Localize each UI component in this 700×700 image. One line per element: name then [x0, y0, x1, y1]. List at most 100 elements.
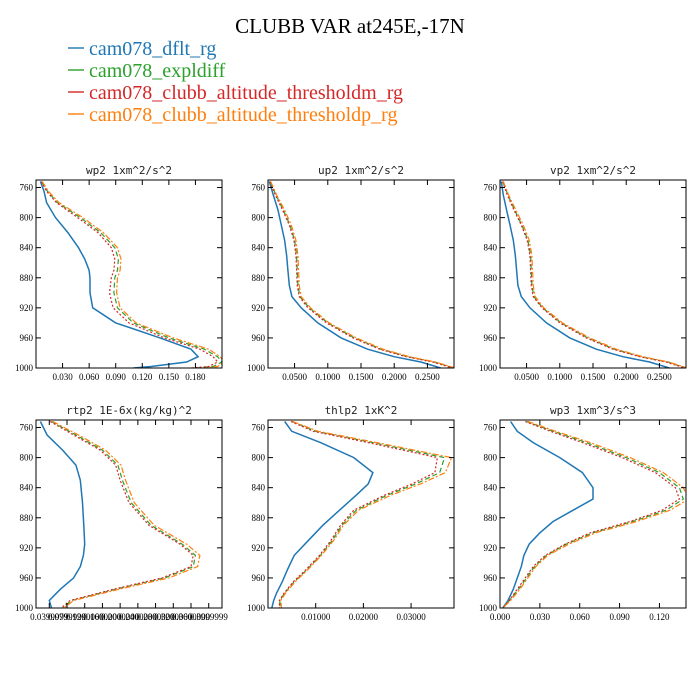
series-line	[279, 420, 446, 608]
x-tick-label: 0.150	[159, 372, 180, 382]
x-tick-label: 0.2000	[382, 372, 407, 382]
legend-label: cam078_clubb_altitude_thresholdp_rg	[89, 104, 397, 126]
y-tick-label: 840	[484, 243, 498, 253]
series-line	[500, 181, 670, 368]
x-tick-label: 0.060	[570, 612, 591, 622]
legend-label: cam078_dflt_rg	[89, 38, 216, 60]
series-group	[39, 181, 222, 368]
panel-title: vp2 1xm^2/s^2	[550, 164, 636, 177]
y-tick-label: 960	[484, 573, 498, 583]
x-tick-label: 0.030	[530, 612, 551, 622]
y-tick-label: 960	[252, 573, 266, 583]
x-tick-label: 0.120	[649, 612, 670, 622]
y-tick-label: 880	[20, 513, 34, 523]
series-line	[502, 420, 686, 608]
chart-panel: rtp2 1E-6x(kg/kg)^2 760 800 840 880 920 960 100…	[15, 404, 228, 622]
panel-title: wp3 1xm^3/s^3	[550, 404, 636, 417]
x-tick-label: 0.120	[132, 372, 153, 382]
legend-label: cam078_expldiff	[89, 60, 226, 82]
x-tick-label: 0.0799999	[48, 612, 87, 622]
x-tick-label: 0.2500	[415, 372, 440, 382]
x-tick-label: 0.2000000	[101, 612, 140, 622]
y-tick-label: 800	[20, 213, 34, 223]
x-tick-label: 0.3200000	[154, 612, 193, 622]
y-tick-label: 840	[484, 483, 498, 493]
x-tick-label: 0.0500	[514, 372, 539, 382]
x-tick-label: 0.000	[490, 612, 511, 622]
x-tick-label: 0.090	[106, 372, 127, 382]
y-tick-label: 760	[20, 183, 34, 193]
x-tick-label: 0.01000	[301, 612, 331, 622]
legend-item: cam078_dflt_rg	[68, 38, 216, 60]
y-tick-label: 840	[252, 483, 266, 493]
x-tick-label: 0.030	[52, 372, 73, 382]
series-line	[502, 181, 686, 368]
y-tick-label: 800	[252, 453, 266, 463]
series-line	[39, 421, 86, 608]
series-line	[49, 420, 194, 608]
y-tick-label: 760	[484, 183, 498, 193]
y-tick-label: 920	[484, 543, 498, 553]
plot-frame	[499, 419, 687, 609]
y-tick-label: 760	[252, 423, 266, 433]
series-line	[270, 181, 454, 368]
y-tick-label: 800	[484, 213, 498, 223]
y-tick-label: 840	[20, 243, 34, 253]
series-line	[51, 420, 197, 608]
legend-item: cam078_expldiff	[68, 60, 226, 82]
panel-title: wp2 1xm^2/s^2	[86, 164, 172, 177]
y-tick-label: 920	[252, 543, 266, 553]
plot-frame	[267, 419, 455, 609]
y-tick-label: 800	[484, 453, 498, 463]
legend: cam078_dflt_rg cam078_expldiff cam078_cl…	[68, 38, 403, 126]
series-line	[271, 421, 374, 608]
y-tick-label: 960	[252, 333, 266, 343]
y-tick-label: 880	[252, 513, 266, 523]
chart-panel: thlp2 1xK^2 760 800 840 880 920 960 1000 0.01000…	[247, 404, 455, 622]
legend-label: cam078_clubb_altitude_thresholdm_rg	[89, 82, 403, 104]
y-tick-label: 960	[484, 333, 498, 343]
x-tick-label: 0.2400000	[119, 612, 158, 622]
y-tick-label: 1000	[479, 603, 498, 613]
series-line	[268, 181, 441, 368]
x-tick-label: 0.0500	[282, 372, 307, 382]
series-line	[52, 420, 201, 608]
legend-item: cam078_clubb_altitude_thresholdm_rg	[68, 82, 403, 104]
panel-title: up2 1xm^2/s^2	[318, 164, 404, 177]
x-tick-label: 0.02000	[349, 612, 379, 622]
y-tick-label: 960	[20, 333, 34, 343]
y-tick-label: 760	[252, 183, 266, 193]
y-tick-label: 880	[484, 513, 498, 523]
series-line	[40, 181, 219, 368]
legend-item: cam078_clubb_altitude_thresholdp_rg	[68, 104, 397, 126]
plot-frame	[35, 419, 223, 609]
y-tick-label: 920	[20, 543, 34, 553]
x-tick-label: 0.1500	[349, 372, 374, 382]
series-line	[502, 420, 685, 608]
series-group	[39, 420, 201, 608]
x-tick-label: 0.1000	[315, 372, 340, 382]
series-line	[502, 421, 594, 608]
y-tick-label: 760	[20, 423, 34, 433]
series-group	[271, 420, 453, 608]
x-tick-label: 0.3999999	[190, 612, 229, 622]
series-line	[39, 181, 200, 368]
x-tick-label: 0.1000	[547, 372, 572, 382]
chart-panel: wp2 1xm^2/s^2 760 800 840 880 920 960 1000 0.030…	[15, 164, 223, 382]
x-tick-label: 0.2500	[647, 372, 672, 382]
x-tick-label: 0.1600000	[83, 612, 122, 622]
x-tick-label: 0.03000	[396, 612, 426, 622]
panel-title: rtp2 1E-6x(kg/kg)^2	[66, 404, 192, 417]
y-tick-label: 1000	[15, 363, 34, 373]
y-tick-label: 920	[252, 303, 266, 313]
chart-panel: up2 1xm^2/s^2 760 800 840 880 920 960 1000 0.050…	[247, 164, 455, 382]
y-tick-label: 760	[484, 423, 498, 433]
x-tick-label: 0.0399999	[30, 612, 69, 622]
series-line	[40, 181, 222, 368]
y-tick-label: 1000	[247, 363, 266, 373]
series-line	[502, 420, 681, 608]
y-tick-label: 1000	[247, 603, 266, 613]
x-tick-label: 0.2800000	[136, 612, 175, 622]
x-tick-label: 0.3600000	[172, 612, 211, 622]
y-tick-label: 840	[252, 243, 266, 253]
